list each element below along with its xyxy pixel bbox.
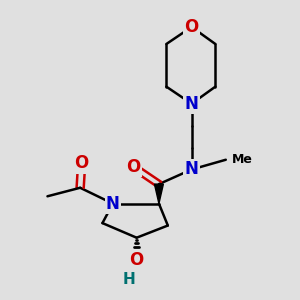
Text: O: O <box>130 250 144 268</box>
Text: N: N <box>185 160 199 178</box>
Text: N: N <box>185 95 199 113</box>
Polygon shape <box>154 184 164 204</box>
Text: O: O <box>127 158 141 176</box>
Text: O: O <box>74 154 89 172</box>
Text: O: O <box>184 18 199 36</box>
Text: H: H <box>123 272 136 286</box>
Text: Me: Me <box>232 153 253 166</box>
Text: N: N <box>106 195 120 213</box>
